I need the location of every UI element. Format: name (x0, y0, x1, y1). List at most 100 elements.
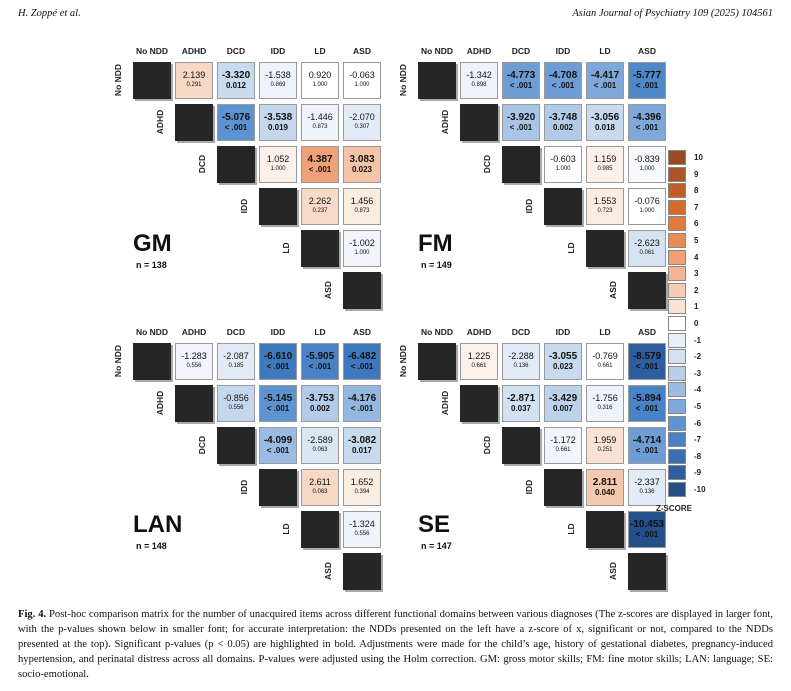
z-score-value: 1.159 (593, 154, 617, 164)
diagonal-cell (259, 188, 297, 225)
column-header-dcd: DCD (226, 327, 246, 337)
z-score-value: 3.083 (349, 154, 375, 165)
column-header-idd: IDD (270, 46, 286, 56)
figure-caption: Fig. 4. Post-hoc comparison matrix for t… (18, 607, 773, 682)
matrix-cell: -1.283 0.556 (175, 343, 213, 380)
z-score-value: -1.446 (307, 112, 333, 122)
column-header-idd: IDD (555, 46, 571, 56)
column-header-asd: ASD (353, 46, 371, 56)
z-score-value: -0.839 (634, 154, 660, 164)
p-value: 0.063 (312, 447, 328, 453)
z-score-value: 2.611 (309, 477, 331, 487)
p-value: 0.185 (228, 363, 244, 369)
row-header-adhd: ADHD (440, 109, 450, 135)
legend-swatch (668, 432, 686, 448)
legend-swatch (668, 332, 686, 348)
z-score-value: 1.959 (593, 435, 617, 445)
z-score-value: -4.773 (506, 70, 536, 81)
z-score-value: -3.082 (347, 435, 377, 446)
matrix-cell: -2.623 0.061 (628, 230, 666, 267)
matrix-cell: -1.446 0.873 (301, 104, 339, 141)
matrix-cell: -4.773 < .001 (502, 62, 540, 99)
matrix-cell: -3.055 0.023 (544, 343, 582, 380)
z-score-value: -4.708 (548, 70, 578, 81)
diagonal-cell (175, 104, 213, 141)
column-header-adhd: ADHD (466, 327, 492, 337)
legend-swatch (668, 448, 686, 464)
legend-tick-label: 3 (694, 269, 699, 279)
z-score-value: -5.076 (221, 112, 251, 123)
legend-title: Z-SCORE (656, 504, 692, 513)
p-value: 0.873 (312, 124, 328, 130)
p-value: < .001 (266, 362, 290, 371)
diagonal-cell (301, 230, 339, 267)
legend-tick-label: -4 (694, 385, 702, 395)
p-value: 0.898 (471, 82, 487, 88)
legend-tick-label: 2 (694, 285, 699, 295)
row-header-asd: ASD (608, 281, 618, 299)
z-score-value: -2.871 (506, 393, 536, 404)
diagonal-cell (343, 272, 381, 309)
p-value: < .001 (350, 362, 374, 371)
matrix-cell: -3.429 0.007 (544, 385, 582, 422)
legend-tick-label: 1 (694, 302, 699, 312)
p-value: 1.000 (639, 166, 655, 172)
legend-swatch (668, 415, 686, 431)
z-score-value: 1.456 (350, 196, 374, 206)
matrix-cell: 0.920 1.000 (301, 62, 339, 99)
p-value: 0.556 (186, 363, 202, 369)
matrix-cell: -2.087 0.185 (217, 343, 255, 380)
z-score-value: -3.538 (263, 112, 293, 123)
column-header-ld: LD (599, 327, 611, 337)
legend-swatch (668, 382, 686, 398)
z-score-value: -5.777 (632, 70, 662, 81)
matrix-cell: -2.589 0.063 (301, 427, 339, 464)
matrix-cell: -1.002 1.000 (343, 230, 381, 267)
z-score-value: -0.856 (223, 393, 249, 403)
p-value: < .001 (224, 123, 248, 132)
z-score-value: -1.324 (349, 519, 375, 529)
p-value: < .001 (635, 123, 659, 132)
p-value: < .001 (266, 446, 290, 455)
matrix-cell: -0.063 1.000 (343, 62, 381, 99)
z-score-value: -1.342 (466, 70, 492, 80)
legend-tick-label: -9 (694, 468, 702, 478)
z-score-value: -3.429 (548, 393, 578, 404)
p-value: < .001 (308, 165, 332, 174)
row-header-idd: IDD (239, 479, 249, 495)
p-value: 0.723 (597, 208, 613, 214)
p-value: 0.869 (270, 82, 286, 88)
matrix-cell: -1.324 0.556 (343, 511, 381, 548)
matrix-cell: 2.811 0.040 (586, 469, 624, 506)
legend-swatch (668, 299, 686, 315)
legend-swatch (668, 150, 686, 165)
row-header-dcd: DCD (482, 154, 492, 174)
matrix-cell: 1.456 0.873 (343, 188, 381, 225)
z-score-value: 2.262 (308, 196, 332, 206)
matrix-cell: -1.172 0.661 (544, 427, 582, 464)
p-value: 0.018 (594, 123, 616, 132)
panel-sample-size: n = 149 (421, 260, 452, 270)
z-score-value: 4.387 (307, 154, 333, 165)
z-score-value: -2.070 (349, 112, 375, 122)
z-score-value: -0.769 (592, 351, 618, 361)
p-value: 0.556 (354, 531, 370, 537)
diagonal-cell (217, 146, 255, 183)
matrix-cell: -3.056 0.018 (586, 104, 624, 141)
z-score-value: -3.748 (548, 112, 578, 123)
matrix-cell: -0.839 1.000 (628, 146, 666, 183)
p-value: 0.237 (312, 208, 328, 214)
row-header-idd: IDD (524, 479, 534, 495)
row-header-adhd: ADHD (155, 390, 165, 416)
row-header-asd: ASD (323, 562, 333, 580)
matrix-cell: 1.959 0.251 (586, 427, 624, 464)
diagonal-cell (259, 469, 297, 506)
matrix-cell: -5.894 < .001 (628, 385, 666, 422)
panel-title: LAN (133, 511, 183, 538)
p-value: 0.023 (351, 165, 373, 174)
matrix-cell: -3.748 0.002 (544, 104, 582, 141)
column-header-no-ndd: No NDD (135, 46, 169, 56)
diagonal-cell (460, 104, 498, 141)
row-header-idd: IDD (524, 198, 534, 214)
legend-tick-label: 6 (694, 219, 699, 229)
